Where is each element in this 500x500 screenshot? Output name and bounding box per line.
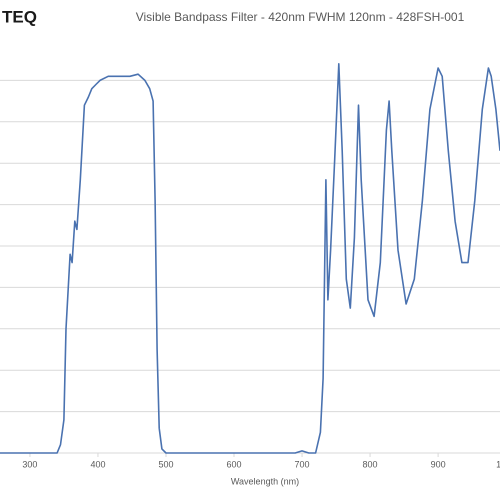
data-line — [0, 63, 500, 454]
logo: TEQ — [2, 7, 37, 26]
x-tick-label: 600 — [226, 459, 241, 469]
x-tick-label: 900 — [431, 459, 446, 469]
x-tick-label: 800 — [363, 459, 378, 469]
x-tick-label: 1000 — [496, 459, 500, 469]
x-tick-label: 500 — [158, 459, 173, 469]
x-axis-label: Wavelength (nm) — [231, 476, 299, 486]
chart-title: Visible Bandpass Filter - 420nm FWHM 120… — [136, 10, 465, 24]
x-tick-label: 400 — [90, 459, 105, 469]
x-tick-label: 300 — [22, 459, 37, 469]
x-tick-label: 700 — [295, 459, 310, 469]
